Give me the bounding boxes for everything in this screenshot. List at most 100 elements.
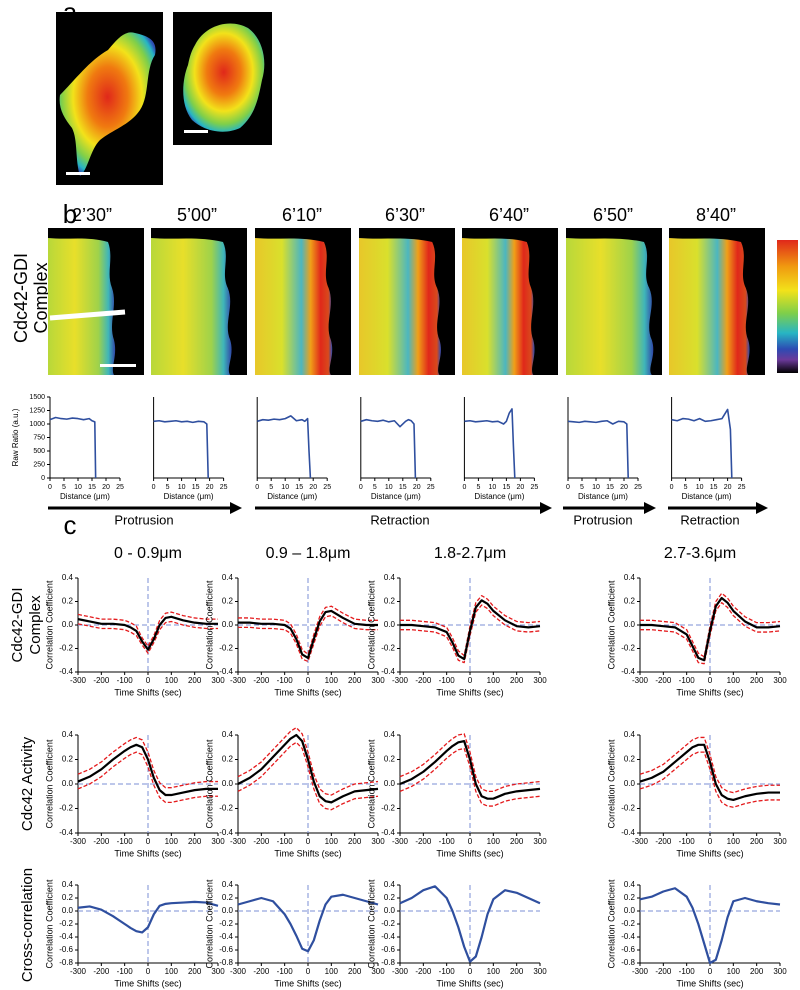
y-tick-label: 0.2: [384, 893, 396, 902]
cell-image: [669, 228, 765, 375]
data-line: [399, 733, 541, 792]
y-tick-label: -0.2: [219, 644, 233, 653]
y-tick-label: 1000: [29, 421, 45, 428]
x-tick-label: 100: [165, 967, 179, 976]
data-line: [238, 614, 378, 663]
data-line: [567, 419, 629, 479]
data-line: [400, 599, 541, 661]
y-tick-label: 0.4: [222, 730, 234, 739]
x-tick-label: 300: [371, 967, 385, 976]
x-tick-label: 15: [606, 484, 614, 491]
y-tick-label: 0.4: [384, 730, 396, 739]
x-tick-label: 100: [487, 837, 501, 846]
x-tick-label: 200: [348, 967, 362, 976]
y-tick-label: 0.0: [62, 620, 74, 629]
y-tick-label: -0.4: [381, 667, 395, 676]
x-tick-label: 100: [165, 676, 179, 685]
cell-image: [48, 228, 144, 375]
y-tick-label: -0.2: [59, 804, 73, 813]
x-tick-label: -200: [655, 967, 672, 976]
x-tick-label: 20: [102, 484, 110, 491]
x-tick-label: 0: [255, 484, 259, 491]
y-tick-label: -0.6: [621, 945, 635, 954]
x-tick-label: -300: [632, 676, 649, 685]
x-tick-label: 200: [510, 967, 524, 976]
x-tick-label: 25: [323, 484, 331, 491]
data-line: [671, 408, 733, 479]
y-tick-label: 750: [33, 434, 45, 441]
data-line: [49, 416, 97, 479]
y-axis-label: Correlation Coefficient: [606, 879, 616, 968]
x-tick-label: 300: [211, 837, 225, 846]
x-tick-label: -200: [93, 837, 110, 846]
data-line: [238, 609, 378, 659]
data-line: [399, 740, 541, 800]
x-tick-label: 5: [269, 484, 273, 491]
y-tick-label: 0.2: [222, 755, 234, 764]
x-tick-label: 15: [503, 484, 511, 491]
y-tick-label: 0.4: [384, 573, 396, 582]
x-tick-label: 20: [724, 484, 732, 491]
y-tick-label: -0.8: [381, 958, 395, 967]
y-tick-label: -0.6: [219, 945, 233, 954]
x-tick-label: 10: [281, 484, 289, 491]
x-tick-label: 0: [146, 837, 151, 846]
y-tick-label: -0.2: [59, 644, 73, 653]
x-tick-label: -100: [439, 676, 456, 685]
x-tick-label: -300: [230, 967, 247, 976]
x-tick-label: -100: [277, 967, 294, 976]
data-line: [77, 736, 218, 789]
x-tick-label: -100: [117, 837, 134, 846]
x-tick-label: 0: [566, 484, 570, 491]
x-tick-label: 100: [325, 676, 339, 685]
x-tick-label: 100: [727, 676, 741, 685]
data-line: [400, 604, 541, 664]
y-tick-label: 0.2: [624, 755, 636, 764]
x-axis-label: Time Shifts (sec): [114, 687, 181, 697]
x-tick-label: 100: [487, 967, 501, 976]
data-line: [77, 620, 218, 654]
cell-image: [566, 228, 662, 375]
column-title: 0.9 – 1.8μm: [266, 545, 351, 562]
data-line: [153, 419, 209, 479]
x-tick-label: 300: [773, 837, 787, 846]
column-title: 0 - 0.9μm: [114, 545, 182, 562]
x-tick-label: 0: [462, 484, 466, 491]
x-tick-label: -100: [117, 676, 134, 685]
data-line: [639, 743, 780, 802]
y-axis-label: Correlation Coefficient: [44, 739, 54, 828]
x-tick-label: 300: [211, 676, 225, 685]
y-tick-label: -0.2: [381, 804, 395, 813]
x-tick-label: 25: [116, 484, 124, 491]
x-axis-label: Distance (μm): [578, 492, 628, 501]
x-tick-label: 20: [413, 484, 421, 491]
y-tick-label: 0.2: [62, 893, 74, 902]
row-label: Cross-correlation: [19, 868, 36, 982]
y-tick-label: -0.4: [59, 932, 73, 941]
data-line: [256, 415, 312, 479]
x-tick-label: 0: [468, 967, 473, 976]
x-tick-label: -100: [277, 837, 294, 846]
y-tick-label: -0.4: [621, 828, 635, 837]
y-tick-label: 0.2: [222, 597, 234, 606]
data-line: [399, 747, 541, 807]
x-tick-label: -300: [392, 967, 409, 976]
x-tick-label: 10: [74, 484, 82, 491]
y-tick-label: -0.2: [621, 919, 635, 928]
y-tick-label: -0.2: [621, 644, 635, 653]
column-title: 1.8-2.7μm: [434, 545, 506, 562]
y-tick-label: 0.0: [222, 620, 234, 629]
x-axis-label: Distance (μm): [474, 492, 524, 501]
y-tick-label: 0.4: [62, 880, 74, 889]
x-tick-label: 300: [533, 967, 547, 976]
x-axis-label: Distance (μm): [371, 492, 421, 501]
x-tick-label: -200: [655, 837, 672, 846]
x-tick-label: 25: [634, 484, 642, 491]
phase-label: Protrusion: [114, 512, 173, 527]
y-tick-label: 0.4: [222, 880, 234, 889]
x-tick-label: -100: [439, 967, 456, 976]
x-tick-label: 20: [517, 484, 525, 491]
x-tick-label: -100: [679, 676, 696, 685]
x-tick-label: 100: [325, 837, 339, 846]
